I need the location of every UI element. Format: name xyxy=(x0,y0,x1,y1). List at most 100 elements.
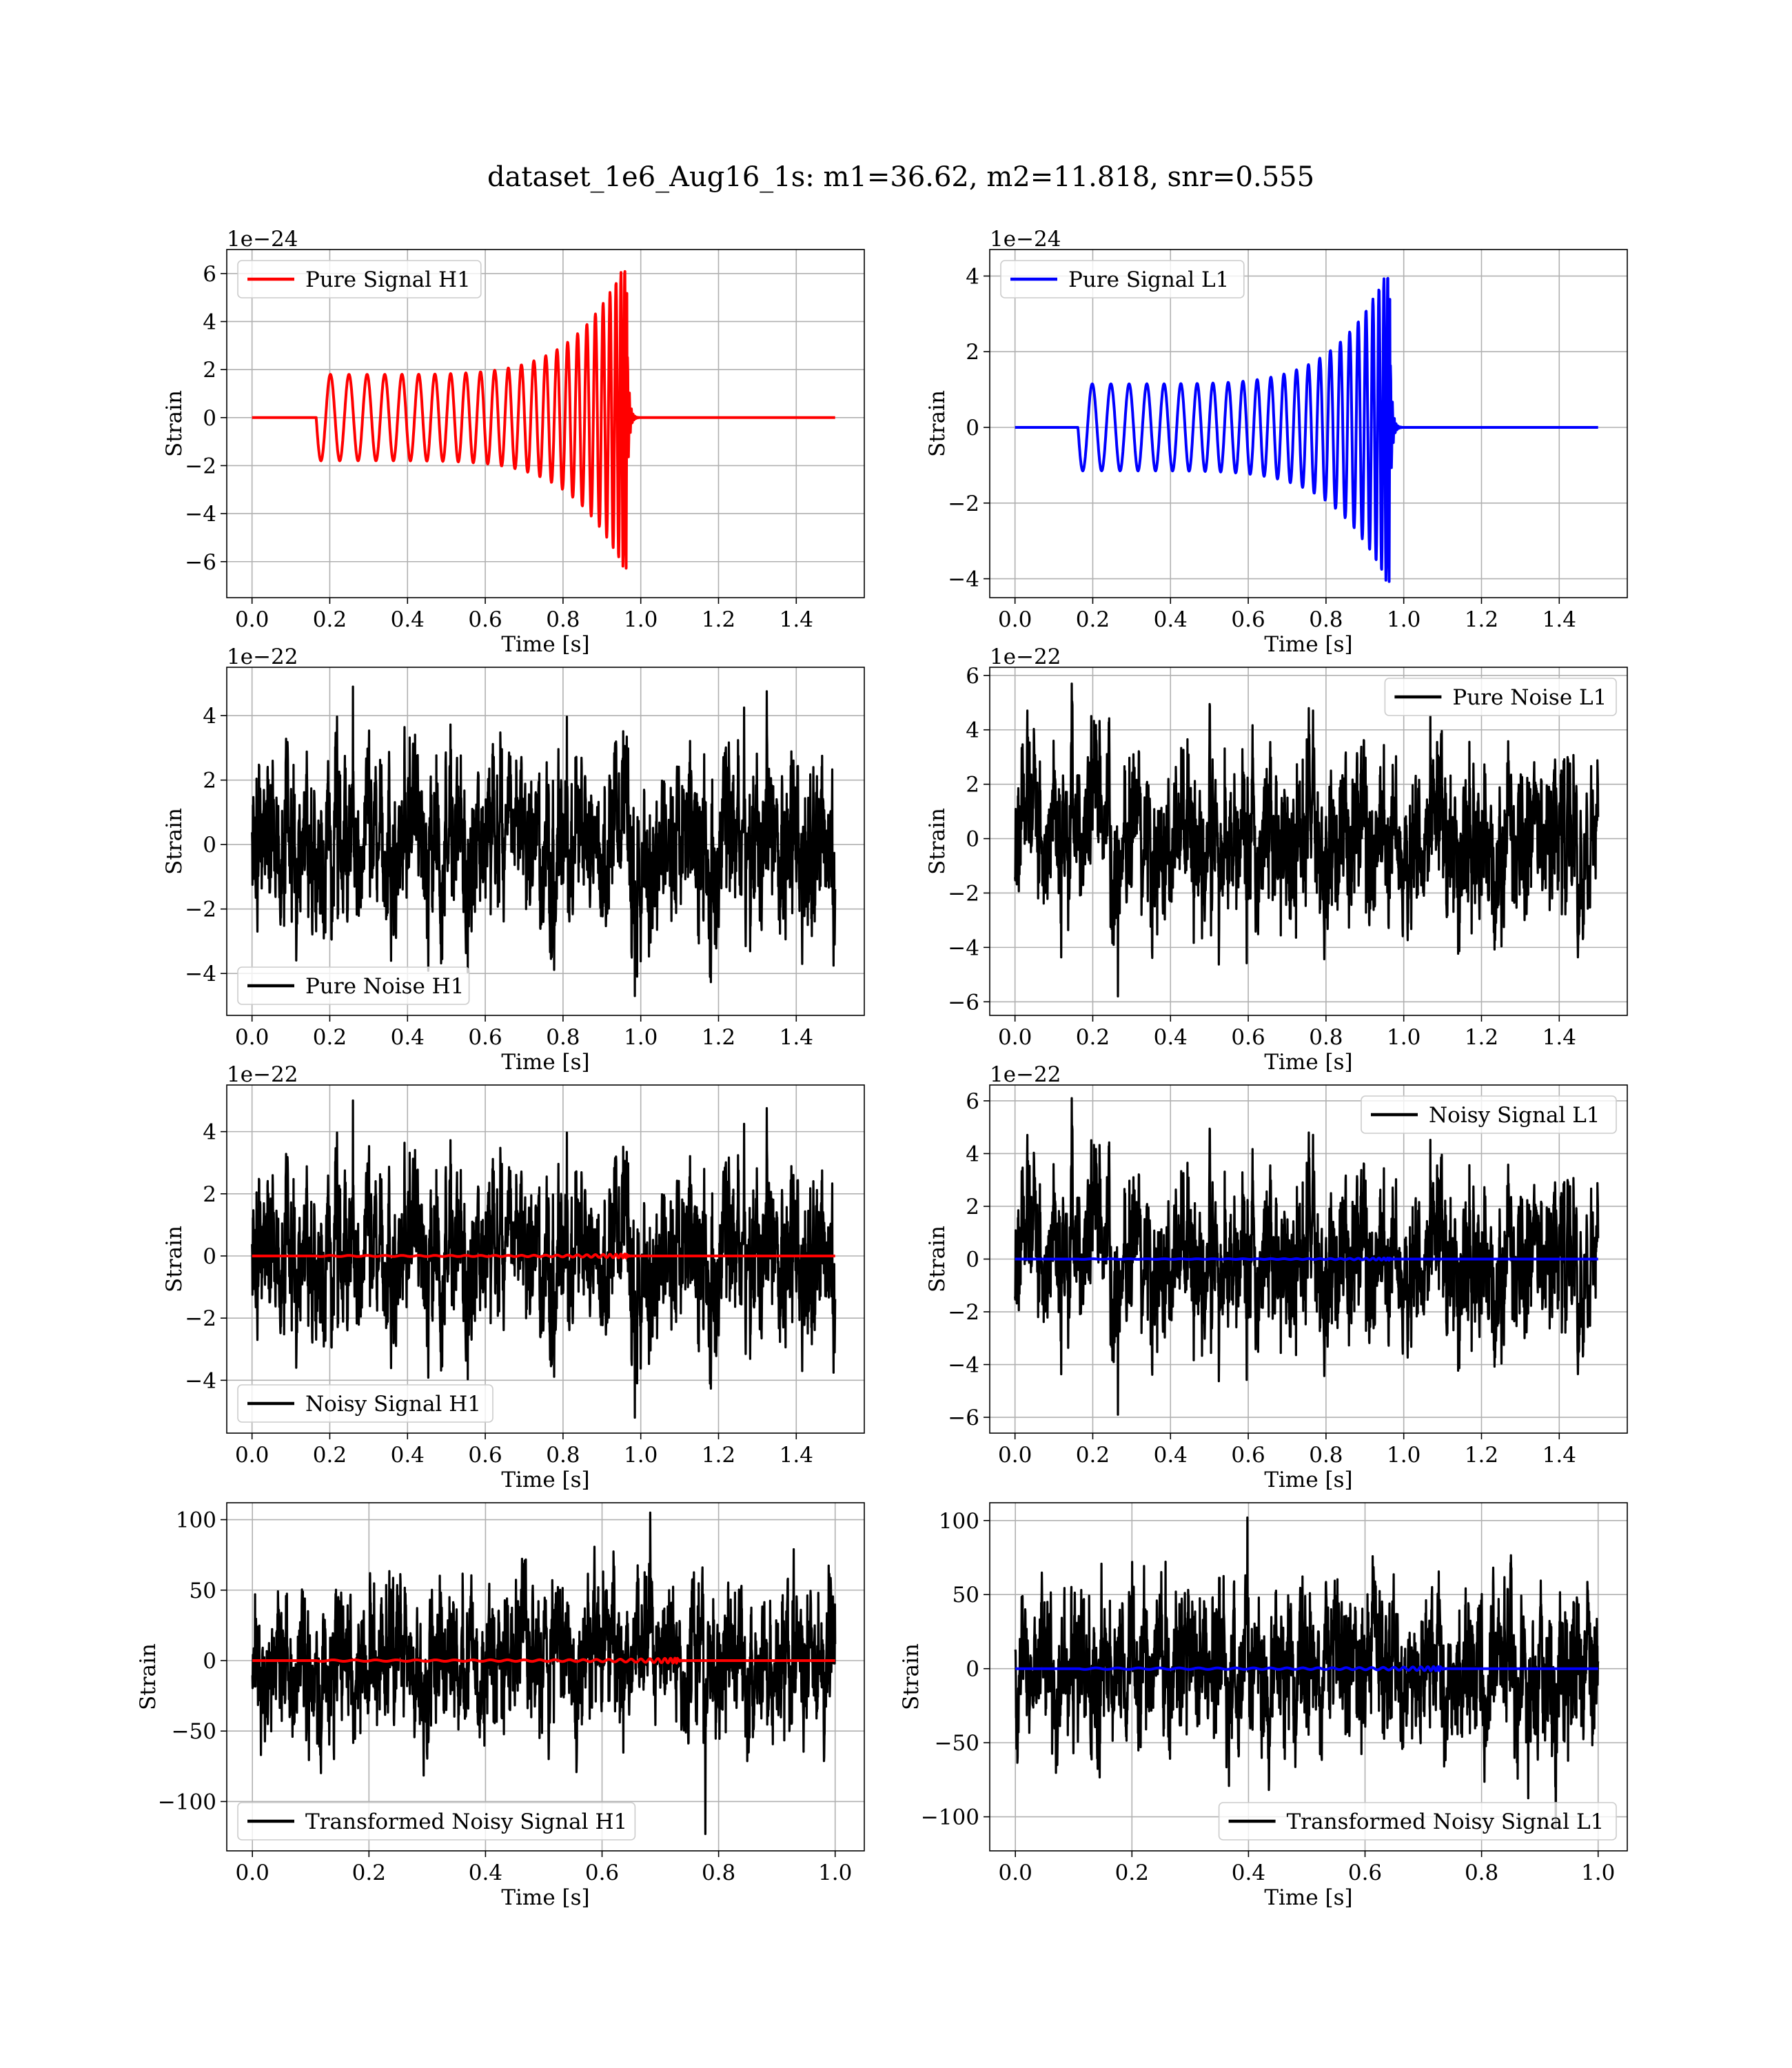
y-tick-label: 100 xyxy=(939,1509,979,1534)
y-tick-label: −4 xyxy=(185,962,216,986)
series-line-chirp-1 xyxy=(1014,1257,1600,1262)
legend: Transformed Noisy Signal L1 xyxy=(1218,1802,1617,1841)
y-axis-label: Strain xyxy=(162,808,187,875)
x-tick-label: 0.8 xyxy=(546,607,580,632)
x-axis-label: Time [s] xyxy=(1264,632,1352,657)
y-tick-label: 0 xyxy=(966,1657,979,1682)
legend: Pure Signal L1 xyxy=(1000,260,1245,298)
y-tick-label: −4 xyxy=(948,567,979,592)
series-line-pure-signal-l1 xyxy=(1014,276,1600,583)
y-tick-label: 4 xyxy=(203,1120,216,1145)
x-tick-label: 1.0 xyxy=(818,1861,852,1885)
y-tick-label: −2 xyxy=(948,881,979,906)
axes-frame xyxy=(226,249,865,598)
y-tick-label: −2 xyxy=(948,491,979,516)
x-tick-label: 0.0 xyxy=(236,1861,269,1885)
x-tick-label: 1.4 xyxy=(1542,607,1576,632)
y-tick-label: 0 xyxy=(966,1248,979,1273)
legend: Pure Signal H1 xyxy=(237,260,482,298)
x-tick-label: 0.8 xyxy=(546,1025,580,1050)
x-tick-label: 1.2 xyxy=(702,1443,735,1468)
axes-frame xyxy=(226,667,865,1016)
x-tick-label: 0.8 xyxy=(1309,1443,1343,1468)
series-line-pure-noise-h1 xyxy=(251,685,837,997)
series-line-pure-signal-h1 xyxy=(251,270,837,570)
subplot-grid: 0.0 0.2 0.4 0.6 0.8 1.0 1.2 1.4 −6 −4 −2 0 2 4 6 Time [… xyxy=(136,227,1628,1910)
series-line-noisy-signal-l1 xyxy=(1014,1097,1600,1416)
x-axis-label: Time [s] xyxy=(1264,1468,1352,1492)
x-tick-label: 0.4 xyxy=(1154,1025,1188,1050)
x-tick-label: 0.8 xyxy=(1309,607,1343,632)
legend-label: Pure Noise L1 xyxy=(1452,685,1607,710)
legend: Noisy Signal L1 xyxy=(1361,1095,1617,1134)
x-tick-label: 0.6 xyxy=(468,1443,502,1468)
x-tick-label: 1.0 xyxy=(1387,607,1421,632)
x-tick-label: 1.4 xyxy=(780,607,813,632)
legend-label: Transformed Noisy Signal L1 xyxy=(1287,1810,1605,1834)
figure-title: dataset_1e6_Aug16_1s: m1=36.62, m2=11.81… xyxy=(487,161,1314,193)
x-tick-label: 1.2 xyxy=(702,607,735,632)
x-tick-label: 1.0 xyxy=(1387,1025,1421,1050)
y-tick-label: −2 xyxy=(185,454,216,478)
x-tick-label: 0.4 xyxy=(1154,607,1188,632)
x-tick-label: 1.0 xyxy=(1387,1443,1421,1468)
y-tick-label: −4 xyxy=(185,1368,216,1393)
x-tick-label: 0.4 xyxy=(1232,1861,1265,1885)
y-tick-label: −2 xyxy=(185,1306,216,1331)
y-tick-label: 0 xyxy=(203,1649,216,1674)
x-tick-label: 0.0 xyxy=(998,607,1032,632)
x-tick-label: 0.6 xyxy=(1348,1861,1382,1885)
y-offset-label: 1e−24 xyxy=(227,227,298,252)
x-axis-label: Time [s] xyxy=(501,1468,589,1492)
x-tick-label: 0.2 xyxy=(1115,1861,1149,1885)
legend-frame xyxy=(237,260,482,298)
y-axis-label: Strain xyxy=(925,1226,950,1292)
legend: Pure Noise H1 xyxy=(237,966,470,1005)
x-tick-label: 1.0 xyxy=(1581,1861,1615,1885)
series-line-noisy-signal-h1 xyxy=(251,1099,837,1419)
plot-area xyxy=(990,250,1627,598)
legend-frame xyxy=(237,1802,636,1841)
y-tick-label: 4 xyxy=(203,704,216,729)
x-tick-label: 0.0 xyxy=(998,1025,1032,1050)
y-tick-label: −6 xyxy=(948,1406,979,1430)
y-tick-label: −2 xyxy=(948,1300,979,1325)
y-tick-label: −4 xyxy=(948,1353,979,1378)
x-tick-label: 0.6 xyxy=(1231,1025,1265,1050)
y-offset-label: 1e−22 xyxy=(227,1062,298,1087)
x-tick-label: 1.4 xyxy=(1542,1443,1576,1468)
x-tick-label: 1.0 xyxy=(624,1025,658,1050)
axes-frame xyxy=(989,249,1628,598)
x-tick-label: 1.2 xyxy=(702,1025,735,1050)
legend: Noisy Signal H1 xyxy=(237,1384,493,1423)
y-tick-label: 0 xyxy=(203,1244,216,1269)
x-tick-label: 0.2 xyxy=(1076,607,1110,632)
legend-frame xyxy=(1361,1095,1617,1134)
y-tick-label: −6 xyxy=(185,550,216,575)
x-tick-label: 0.2 xyxy=(352,1861,386,1885)
subplot-h1-noise: 0.0 0.2 0.4 0.6 0.8 1.0 1.2 1.4 −4 −2 0 2 4 Time [s] S… xyxy=(162,645,865,1075)
y-tick-label: −4 xyxy=(185,502,216,527)
axes-frame xyxy=(226,1502,865,1852)
legend-label: Pure Noise H1 xyxy=(305,974,464,999)
y-tick-label: 6 xyxy=(966,1089,979,1114)
y-tick-label: −100 xyxy=(921,1805,979,1830)
x-tick-label: 0.4 xyxy=(391,1025,425,1050)
x-tick-label: 1.2 xyxy=(1465,1025,1498,1050)
x-tick-label: 0.8 xyxy=(1465,1861,1498,1885)
x-tick-label: 0.4 xyxy=(1154,1443,1188,1468)
x-tick-label: 0.2 xyxy=(1076,1025,1110,1050)
y-tick-label: 4 xyxy=(966,264,979,289)
y-axis-label: Strain xyxy=(136,1643,161,1710)
y-tick-label: 2 xyxy=(966,1195,979,1219)
x-tick-label: 1.0 xyxy=(624,1443,658,1468)
y-tick-label: −2 xyxy=(185,898,216,922)
axes-frame xyxy=(989,1502,1628,1852)
x-tick-label: 0.8 xyxy=(546,1443,580,1468)
series-line-chirp-1 xyxy=(1014,1665,1600,1672)
legend-frame xyxy=(237,966,470,1005)
x-axis-label: Time [s] xyxy=(501,1050,589,1075)
subplot-l1-noise: 0.0 0.2 0.4 0.6 0.8 1.0 1.2 1.4 −6 −4 −2 0 2 4 6 Time [… xyxy=(925,645,1628,1075)
subplot-h1-transformed: 0.0 0.2 0.4 0.6 0.8 1.0 −100 −50 0 50 100 Time [s] S… xyxy=(136,1502,865,1910)
subplot-l1-transformed: 0.0 0.2 0.4 0.6 0.8 1.0 −100 −50 0 50 100 Time [s] S… xyxy=(899,1502,1628,1910)
